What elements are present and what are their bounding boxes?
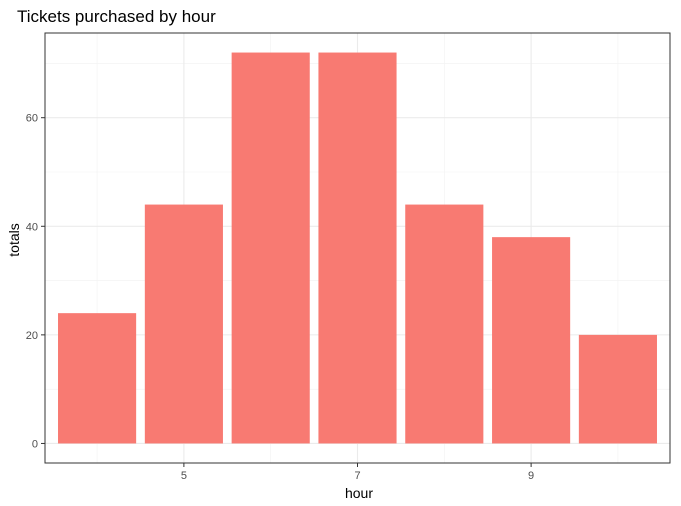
x-axis-title: hour [345,485,373,501]
chart-title: Tickets purchased by hour [17,7,216,26]
x-tick-label: 9 [528,470,534,482]
x-tick-label: 5 [181,470,187,482]
bar [318,52,397,444]
bar [405,204,484,444]
bar [492,237,571,444]
y-tick-label: 20 [26,330,38,342]
y-tick-label: 60 [26,113,38,125]
y-tick-label: 0 [32,438,38,450]
bar [144,204,223,444]
bar [231,52,310,444]
bar [578,334,657,444]
bar [58,313,137,444]
x-tick-label: 7 [354,470,360,482]
y-tick-label: 40 [26,221,38,233]
y-axis-title: totals [6,223,22,256]
